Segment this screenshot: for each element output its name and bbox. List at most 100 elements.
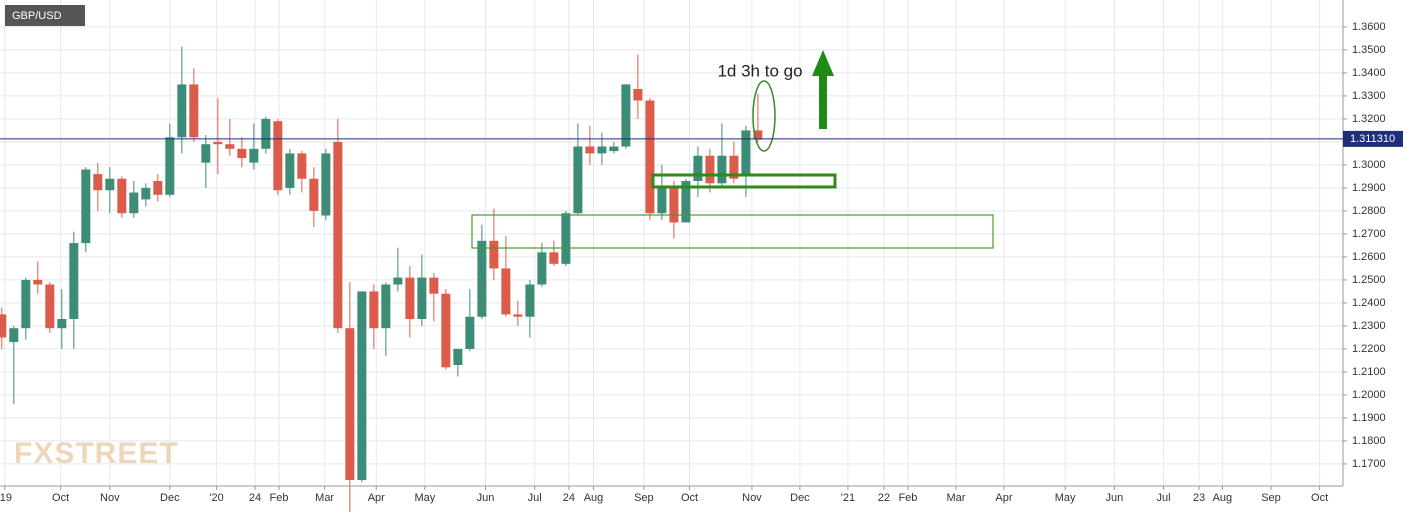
y-tick-label: 1.1800 [1352,435,1386,447]
candle-body [57,319,67,329]
x-tick-label: Sep [1261,492,1281,504]
candle-body [45,284,55,329]
candle-body [561,213,571,264]
candle-body [177,84,187,138]
x-tick-label: Oct [52,492,69,504]
candle-body [141,187,151,200]
zone-box [471,214,994,249]
x-tick-label: May [1055,492,1076,504]
candle-body [585,146,595,154]
candle-body [633,89,643,101]
y-tick-label: 1.3500 [1352,44,1386,56]
x-tick-label: Aug [1213,492,1233,504]
x-tick-label: 22 [878,492,890,504]
price-label: 1.311310 [1350,133,1395,145]
candle-body [597,146,607,154]
candles [0,46,763,512]
candle-body [729,155,739,179]
x-tick-label: 23 [1193,492,1205,504]
candle-body [273,121,283,191]
y-tick-label: 1.2000 [1352,389,1386,401]
x-tick-label: Sep [634,492,654,504]
y-tick-label: 1.3200 [1352,113,1386,125]
x-tick-label: Jul [1157,492,1171,504]
x-tick-label: 24 [249,492,261,504]
x-tick-label: Dec [790,492,810,504]
candle-body [417,277,427,320]
x-tick-label: Feb [270,492,289,504]
candle-body [321,153,331,216]
x-tick-label: '20 [209,492,223,504]
x-tick-label: Dec [160,492,180,504]
candle-body [237,148,247,159]
symbol-box [5,5,85,26]
candle-body [753,130,763,140]
x-tick-label: Oct [1311,492,1328,504]
axes: 1.36001.35001.34001.33001.32001.31001.30… [0,21,1403,504]
candle-body [333,141,343,329]
candle-body [117,178,127,214]
highlight-ellipse [752,80,776,152]
y-tick-label: 1.1900 [1352,412,1386,424]
candle-body [717,155,727,184]
x-tick-label: Nov [742,492,762,504]
annotation: 1d 3h to go [717,61,802,80]
y-tick-label: 1.2900 [1352,182,1386,194]
candle-body [501,268,511,315]
candle-body [0,314,7,338]
candle-body [213,141,223,145]
candle-body [705,155,715,184]
up-arrow [812,50,834,129]
candle-body [525,284,535,317]
x-tick-label: '21 [841,492,855,504]
candle-body [9,328,19,343]
candle-body [693,155,703,182]
candle-body [429,277,439,294]
zone-box [651,173,837,189]
candle-body [93,174,103,191]
y-tick-label: 1.1700 [1352,458,1386,470]
candle-body [573,146,583,214]
candle-body [513,314,523,317]
candle-body [549,252,559,264]
candle-body [261,118,271,149]
x-tick-label: Aug [584,492,604,504]
candle-body [405,277,415,320]
candle-body [381,284,391,329]
candle-body [201,144,211,163]
y-tick-label: 1.3400 [1352,67,1386,79]
candle-body [657,187,667,214]
candle-body [357,291,367,481]
candle-body [609,146,619,152]
y-tick-label: 1.2100 [1352,366,1386,378]
candle-body [309,178,319,211]
x-tick-label: Jul [528,492,542,504]
candle-body [21,279,31,329]
candle-body [465,316,475,349]
y-tick-label: 1.2200 [1352,343,1386,355]
y-tick-label: 1.2800 [1352,205,1386,217]
candle-body [33,279,43,285]
candle-body [621,84,631,147]
y-tick-label: 1.3600 [1352,21,1386,33]
x-tick-label: Feb [898,492,917,504]
candle-body [441,293,451,368]
y-tick-label: 1.2600 [1352,251,1386,263]
candle-body [477,240,487,317]
x-tick-label: Apr [995,492,1012,504]
candle-body [393,277,403,285]
y-tick-label: 1.2500 [1352,274,1386,286]
x-tick-label: Oct [681,492,698,504]
candle-body [669,187,679,223]
candle-body [81,169,91,244]
grid [0,0,1343,486]
candle-body [69,243,79,320]
watermark: FXSTREET [14,437,179,470]
x-tick-label: May [414,492,435,504]
x-tick-label: 24 [563,492,575,504]
candle-body [453,348,463,366]
y-tick-label: 1.2400 [1352,297,1386,309]
